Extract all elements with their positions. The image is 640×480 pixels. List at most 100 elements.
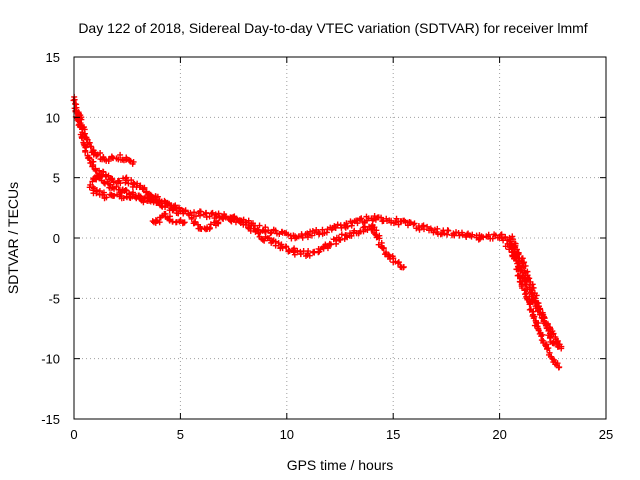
- y-tick-label: 5: [53, 171, 60, 186]
- data-point: [544, 345, 551, 352]
- data-point: [166, 213, 173, 220]
- data-point: [333, 237, 340, 244]
- data-point: [256, 222, 263, 229]
- y-tick-label: -15: [41, 412, 60, 427]
- data-point: [554, 360, 561, 367]
- data-point: [424, 223, 431, 230]
- data-point: [380, 245, 387, 252]
- data-point: [75, 109, 82, 116]
- data-point: [169, 207, 176, 214]
- data-point: [489, 235, 496, 242]
- data-point: [197, 208, 204, 215]
- data-point: [286, 248, 293, 255]
- series-upper-branch: [74, 109, 137, 167]
- data-point: [385, 251, 392, 258]
- data-point: [513, 246, 520, 253]
- data-point: [434, 225, 441, 232]
- data-point: [82, 147, 89, 154]
- data-point: [378, 214, 385, 221]
- data-point: [278, 241, 285, 248]
- data-point: [469, 231, 476, 238]
- data-point: [223, 213, 230, 220]
- data-point: [509, 233, 516, 240]
- data-point: [445, 227, 452, 234]
- series-middle-branch: [87, 167, 184, 217]
- data-point: [519, 260, 526, 267]
- data-point: [206, 224, 213, 231]
- data-point: [170, 204, 177, 211]
- data-point: [294, 247, 301, 254]
- data-point: [88, 143, 95, 150]
- data-point: [541, 315, 548, 322]
- data-point: [348, 232, 355, 239]
- data-point: [215, 219, 222, 226]
- data-point: [202, 210, 209, 217]
- data-point: [153, 197, 160, 204]
- data-point: [510, 236, 517, 243]
- y-tick-label: 15: [46, 50, 60, 65]
- data-point: [291, 251, 298, 258]
- axes-ticks: 0 5 10 15 20 25 -15 -10 -5 0 5 10 15: [41, 50, 613, 442]
- data-point: [538, 337, 545, 344]
- data-point: [105, 156, 112, 163]
- x-tick-label: 20: [492, 427, 506, 442]
- data-point: [337, 236, 344, 243]
- data-point: [547, 333, 554, 340]
- data-point: [556, 364, 563, 371]
- data-point: [369, 226, 376, 233]
- data-point: [530, 284, 537, 291]
- data-point: [83, 136, 90, 143]
- x-tick-label: 15: [386, 427, 400, 442]
- data-point: [141, 195, 148, 202]
- data-point: [103, 194, 110, 201]
- y-axis-label: SDTVAR / TECUs: [5, 182, 21, 294]
- series-tail-upper: [506, 233, 565, 352]
- x-tick-label: 25: [599, 427, 613, 442]
- data-point: [279, 245, 286, 252]
- data-point: [533, 292, 540, 299]
- data-point: [299, 234, 306, 241]
- series-dip-branch: [149, 210, 188, 227]
- data-point: [526, 301, 533, 308]
- data-point: [142, 189, 149, 196]
- y-tick-label: 10: [46, 110, 60, 125]
- data-point: [539, 311, 546, 318]
- data-point: [522, 262, 529, 269]
- data-point: [209, 209, 216, 216]
- data-point: [93, 187, 100, 194]
- data-point: [319, 226, 326, 233]
- data-point: [420, 226, 427, 233]
- data-point: [92, 175, 99, 182]
- series-main: [70, 93, 563, 350]
- data-point: [130, 158, 137, 165]
- data-point: [285, 231, 292, 238]
- data-point: [328, 241, 335, 248]
- data-point: [410, 221, 417, 228]
- data-point: [215, 210, 222, 217]
- data-point: [376, 235, 383, 242]
- data-point: [234, 216, 241, 223]
- data-point: [558, 343, 565, 350]
- data-point: [343, 220, 350, 227]
- series-secondary: [188, 213, 375, 260]
- data-point: [231, 215, 238, 222]
- data-point: [515, 272, 522, 279]
- data-point: [278, 229, 285, 236]
- data-point: [332, 224, 339, 231]
- data-point: [395, 259, 402, 266]
- series-dropoff: [369, 222, 407, 271]
- data-point: [504, 240, 511, 247]
- data-point: [272, 238, 279, 245]
- data-point: [97, 149, 104, 156]
- data-point: [150, 197, 157, 204]
- data-point: [358, 215, 365, 222]
- data-point: [535, 320, 542, 327]
- data-point: [117, 180, 124, 187]
- data-point: [123, 193, 130, 200]
- data-point: [177, 208, 184, 215]
- data-point: [96, 171, 103, 178]
- chart-title: Day 122 of 2018, Sidereal Day-to-day VTE…: [78, 20, 587, 36]
- data-point: [544, 325, 551, 332]
- data-point: [192, 218, 199, 225]
- data-point: [338, 231, 345, 238]
